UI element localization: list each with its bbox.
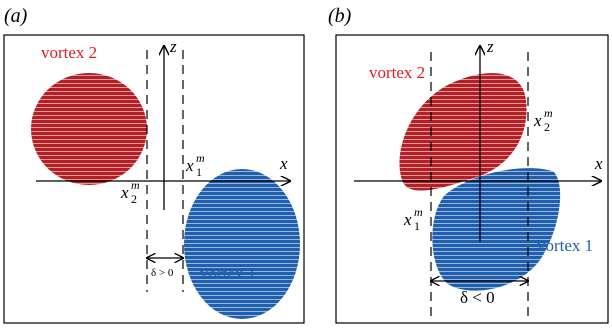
panel-a-label: (a) (4, 5, 28, 27)
z-axis-label: z (169, 37, 177, 56)
panel-b-frame (335, 34, 609, 324)
panel-b: (b) z x x m 2 x m 1 δ < 0 vortex (328, 5, 609, 324)
vortex-1-label: vortex 1 (537, 236, 593, 255)
svg-text:x: x (120, 183, 129, 202)
vortex-1-shape (184, 169, 300, 319)
x1m-label: x m 1 (403, 205, 423, 233)
svg-text:2: 2 (131, 192, 137, 206)
x1m-label: x m 1 (185, 151, 205, 179)
svg-text:x: x (403, 210, 412, 229)
x2m-label: x m 2 (533, 106, 553, 134)
vortex-2-label: vortex 2 (41, 43, 97, 62)
svg-text:2: 2 (544, 120, 550, 134)
x-axis-label: x (279, 154, 288, 173)
vortex-2-label: vortex 2 (369, 63, 425, 82)
svg-text:m: m (544, 106, 553, 120)
svg-text:m: m (131, 178, 140, 192)
svg-text:m: m (196, 151, 205, 165)
panel-a: (a) z x x m 1 x m 2 δ > 0 vortex (3, 5, 305, 324)
svg-text:x: x (533, 111, 542, 130)
vortex-1-label: vortex 1 (200, 264, 256, 283)
svg-text:x: x (185, 156, 194, 175)
z-axis-label: z (486, 37, 494, 56)
panel-b-label: (b) (328, 5, 352, 27)
x-axis-label: x (594, 154, 603, 173)
svg-text:1: 1 (196, 165, 202, 179)
delta-label: δ < 0 (460, 288, 495, 307)
delta-label: δ > 0 (151, 267, 174, 279)
vortex-2-shape (31, 73, 147, 185)
x2m-label: x m 2 (120, 178, 140, 206)
vortex-1-shape (432, 168, 561, 291)
svg-text:m: m (414, 205, 423, 219)
svg-text:1: 1 (414, 219, 420, 233)
panel-a-frame (3, 34, 305, 324)
